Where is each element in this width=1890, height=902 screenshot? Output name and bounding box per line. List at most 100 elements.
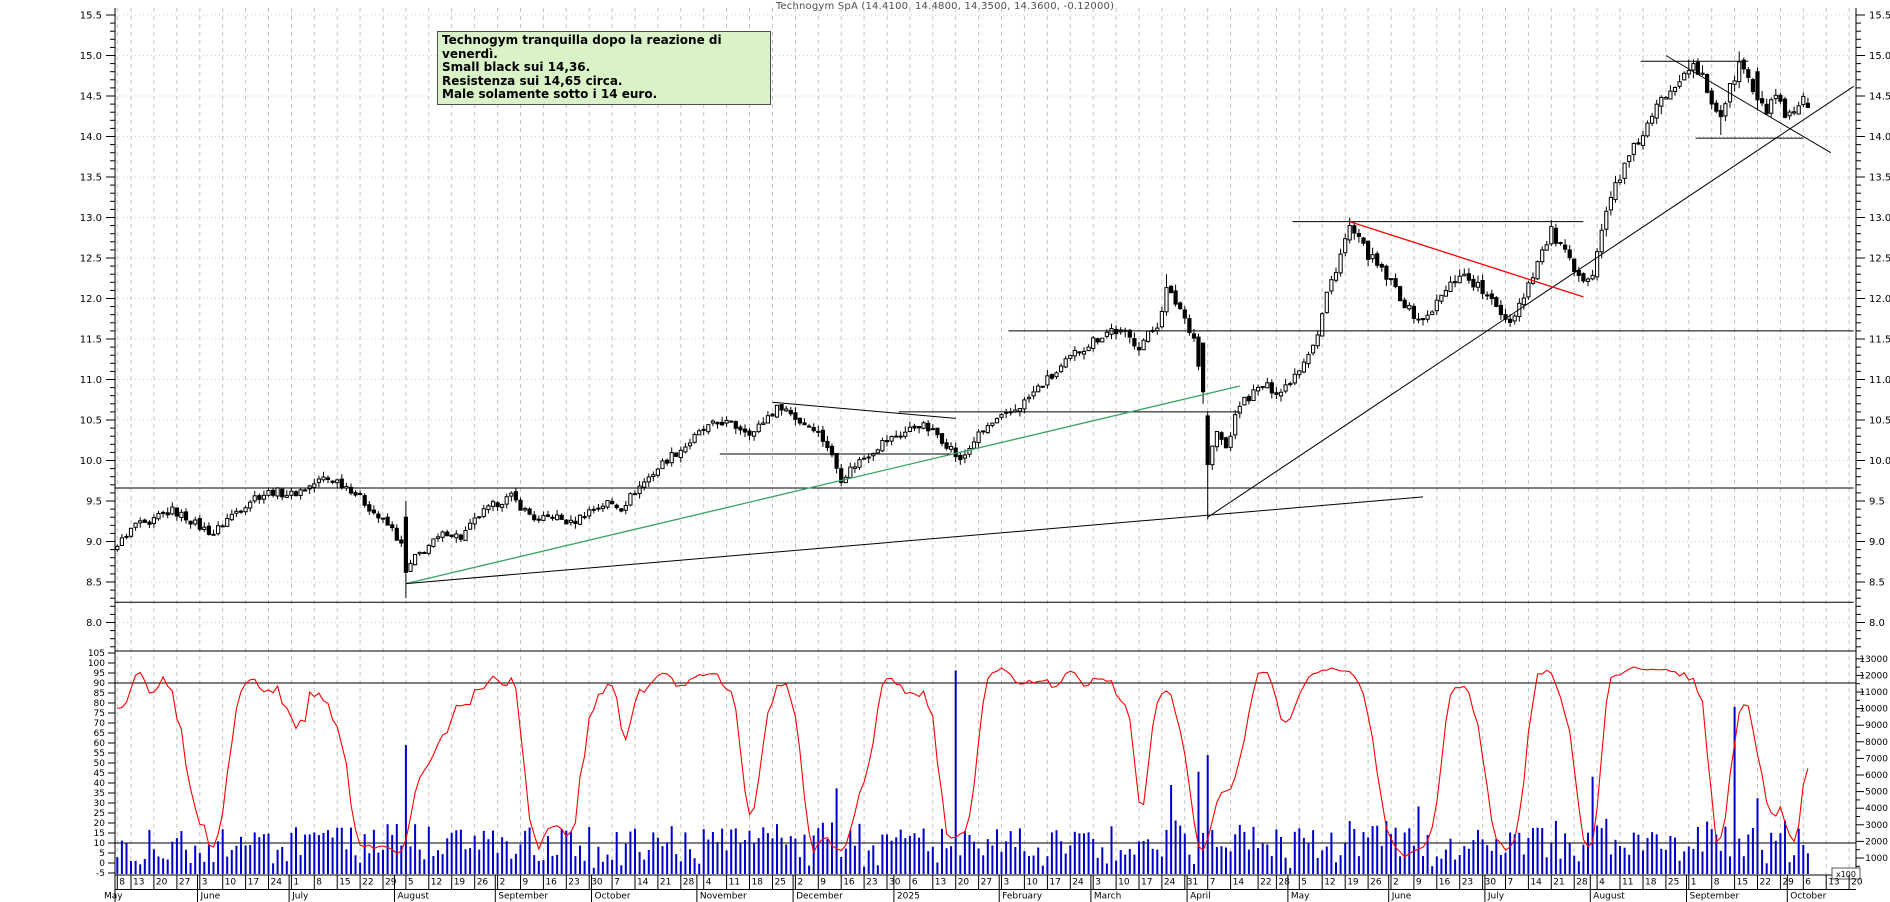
svg-text:18: 18 bbox=[752, 878, 764, 888]
svg-text:5000: 5000 bbox=[1865, 788, 1888, 798]
svg-text:September: September bbox=[1690, 892, 1740, 902]
svg-text:2: 2 bbox=[1393, 878, 1399, 888]
svg-text:21: 21 bbox=[660, 878, 671, 888]
svg-text:7: 7 bbox=[614, 878, 620, 888]
weekly-gridlines bbox=[116, 8, 1850, 875]
volume-axis-labels: 13000 12000 11000 10000 9000 8000 7000 6000 5000… bbox=[1831, 655, 1888, 880]
chart-title: Technogym SpA (14.4100, 14.4800, 14.3500… bbox=[775, 1, 1115, 12]
svg-text:9.5: 9.5 bbox=[86, 497, 102, 508]
svg-text:9: 9 bbox=[1416, 878, 1422, 888]
trendlines bbox=[405, 55, 1854, 585]
svg-text:14.5: 14.5 bbox=[80, 92, 102, 103]
svg-text:13.5: 13.5 bbox=[1869, 173, 1890, 184]
svg-text:25: 25 bbox=[1668, 878, 1679, 888]
svg-text:10: 10 bbox=[94, 839, 106, 849]
svg-text:12: 12 bbox=[431, 878, 442, 888]
svg-text:2: 2 bbox=[797, 878, 803, 888]
svg-text:11: 11 bbox=[1622, 878, 1633, 888]
svg-text:25: 25 bbox=[94, 809, 105, 819]
svg-text:3: 3 bbox=[1004, 878, 1010, 888]
x-axis-day-labels: 8 13 20 27 3 10 17 24 1 8 15 22 29 5 12 19 26 2 9 16 23 30 7 14… bbox=[114, 875, 1863, 902]
svg-text:11.0: 11.0 bbox=[1869, 375, 1890, 386]
svg-text:1: 1 bbox=[293, 878, 299, 888]
svg-text:23: 23 bbox=[1462, 878, 1473, 888]
svg-text:80: 80 bbox=[94, 699, 106, 709]
svg-text:105: 105 bbox=[88, 649, 105, 659]
svg-text:9: 9 bbox=[523, 878, 529, 888]
svg-text:25: 25 bbox=[775, 878, 786, 888]
svg-text:10.0: 10.0 bbox=[80, 456, 102, 467]
svg-text:4: 4 bbox=[706, 878, 712, 888]
svg-text:10.5: 10.5 bbox=[1869, 416, 1890, 427]
svg-text:27: 27 bbox=[981, 878, 992, 888]
svg-text:35: 35 bbox=[94, 789, 105, 799]
svg-text:May: May bbox=[1291, 892, 1310, 902]
svg-text:23: 23 bbox=[568, 878, 579, 888]
svg-text:15.5: 15.5 bbox=[80, 11, 102, 22]
price-axis-left: 15.5 15.0 14.5 14.0 13.5 13.0 12.5 12.0 11.5 11.0… bbox=[80, 11, 115, 648]
svg-text:7: 7 bbox=[1210, 878, 1216, 888]
svg-text:1000: 1000 bbox=[1865, 854, 1888, 864]
svg-text:16: 16 bbox=[843, 878, 855, 888]
svg-text:September: September bbox=[498, 892, 548, 902]
svg-text:13.0: 13.0 bbox=[80, 213, 102, 224]
svg-text:11.5: 11.5 bbox=[1869, 335, 1890, 346]
svg-text:10: 10 bbox=[1118, 878, 1130, 888]
svg-text:30: 30 bbox=[889, 878, 901, 888]
svg-text:13: 13 bbox=[1828, 878, 1839, 888]
svg-text:9000: 9000 bbox=[1865, 721, 1888, 731]
svg-text:28: 28 bbox=[1576, 878, 1588, 888]
svg-text:3: 3 bbox=[1095, 878, 1101, 888]
svg-text:15.0: 15.0 bbox=[80, 51, 102, 62]
svg-text:11000: 11000 bbox=[1859, 688, 1888, 698]
svg-text:18: 18 bbox=[1645, 878, 1657, 888]
svg-text:20: 20 bbox=[94, 819, 106, 829]
svg-text:20: 20 bbox=[156, 878, 168, 888]
horizontal-support-resistance-lines bbox=[115, 60, 1854, 603]
svg-text:13: 13 bbox=[935, 878, 946, 888]
svg-text:75: 75 bbox=[94, 709, 105, 719]
svg-text:30: 30 bbox=[1485, 878, 1497, 888]
svg-text:8: 8 bbox=[316, 878, 322, 888]
svg-text:8.5: 8.5 bbox=[86, 578, 102, 589]
svg-text:70: 70 bbox=[94, 719, 106, 729]
svg-text:15: 15 bbox=[339, 878, 350, 888]
svg-text:3000: 3000 bbox=[1865, 821, 1888, 831]
svg-text:6: 6 bbox=[1805, 878, 1811, 888]
price-axis-right: 15.5 15.0 14.5 14.0 13.5 13.0 12.5 12.0 11.5 11.0… bbox=[1856, 11, 1890, 648]
svg-text:14: 14 bbox=[637, 878, 649, 888]
svg-text:6000: 6000 bbox=[1865, 771, 1888, 781]
svg-text:5: 5 bbox=[1301, 878, 1307, 888]
svg-text:June: June bbox=[1391, 892, 1412, 902]
svg-text:9.0: 9.0 bbox=[1869, 537, 1885, 548]
svg-text:1: 1 bbox=[1691, 878, 1697, 888]
svg-text:July: July bbox=[1487, 892, 1505, 902]
svg-text:8: 8 bbox=[119, 878, 125, 888]
svg-text:2000: 2000 bbox=[1865, 837, 1888, 847]
svg-text:5: 5 bbox=[99, 849, 105, 859]
svg-text:20: 20 bbox=[1851, 878, 1863, 888]
svg-text:40: 40 bbox=[94, 779, 106, 789]
svg-text:-5: -5 bbox=[96, 869, 105, 879]
svg-text:17: 17 bbox=[1141, 878, 1152, 888]
svg-text:4000: 4000 bbox=[1865, 804, 1888, 814]
svg-text:12.0: 12.0 bbox=[80, 294, 102, 305]
svg-text:13: 13 bbox=[133, 878, 144, 888]
svg-text:12.5: 12.5 bbox=[1869, 254, 1890, 265]
svg-text:65: 65 bbox=[94, 729, 105, 739]
svg-text:28: 28 bbox=[683, 878, 695, 888]
svg-text:17: 17 bbox=[1049, 878, 1060, 888]
svg-text:15: 15 bbox=[1737, 878, 1748, 888]
svg-text:100: 100 bbox=[88, 659, 105, 669]
svg-text:12.5: 12.5 bbox=[80, 254, 102, 265]
svg-text:2025: 2025 bbox=[897, 892, 920, 902]
svg-text:11.5: 11.5 bbox=[80, 335, 102, 346]
svg-text:14: 14 bbox=[1530, 878, 1542, 888]
svg-text:7000: 7000 bbox=[1865, 754, 1888, 764]
svg-text:9.5: 9.5 bbox=[1869, 497, 1885, 508]
annotation-box: Technogym tranquilla dopo la reazione di… bbox=[437, 31, 771, 105]
svg-text:June: June bbox=[200, 892, 221, 902]
svg-text:10: 10 bbox=[225, 878, 237, 888]
svg-text:10.5: 10.5 bbox=[80, 416, 102, 427]
